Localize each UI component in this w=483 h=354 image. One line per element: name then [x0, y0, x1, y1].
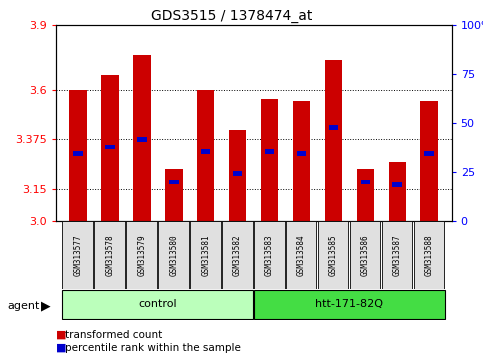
Bar	[286, 221, 316, 289]
Text: GSM313584: GSM313584	[297, 234, 306, 276]
Bar	[388, 162, 406, 221]
Text: control: control	[139, 299, 177, 309]
Bar	[222, 221, 253, 289]
Bar	[360, 179, 370, 184]
Bar	[421, 101, 438, 221]
Bar	[73, 151, 83, 156]
Text: GSM313582: GSM313582	[233, 234, 242, 276]
Bar	[169, 179, 179, 184]
Bar	[350, 221, 381, 289]
Bar	[229, 130, 246, 221]
Text: GSM313579: GSM313579	[137, 234, 146, 276]
Text: agent: agent	[7, 301, 40, 311]
Text: GSM313581: GSM313581	[201, 234, 210, 276]
Bar	[101, 75, 119, 221]
Bar	[165, 169, 183, 221]
Text: GDS3515 / 1378474_at: GDS3515 / 1378474_at	[151, 9, 313, 23]
Text: GSM313586: GSM313586	[361, 234, 370, 276]
Bar	[318, 221, 348, 289]
Bar	[413, 221, 444, 289]
Bar	[105, 145, 114, 149]
Bar	[382, 221, 412, 289]
Text: ■: ■	[56, 330, 66, 339]
Bar	[254, 221, 284, 289]
Bar	[325, 60, 342, 221]
Bar	[233, 171, 242, 176]
Bar	[261, 99, 278, 221]
Text: transformed count: transformed count	[65, 330, 162, 339]
Text: ▶: ▶	[41, 300, 51, 313]
Text: GSM313577: GSM313577	[73, 234, 83, 276]
Bar	[356, 169, 374, 221]
Bar	[62, 290, 253, 319]
Text: percentile rank within the sample: percentile rank within the sample	[65, 343, 241, 353]
Bar	[190, 221, 221, 289]
Bar	[328, 125, 338, 130]
Bar	[265, 149, 274, 154]
Text: GSM313580: GSM313580	[169, 234, 178, 276]
Bar	[158, 221, 189, 289]
Text: ■: ■	[56, 343, 66, 353]
Bar	[69, 90, 86, 221]
Bar	[62, 221, 93, 289]
Text: htt-171-82Q: htt-171-82Q	[315, 299, 384, 309]
Bar	[254, 290, 445, 319]
Bar	[126, 221, 157, 289]
Bar	[293, 101, 310, 221]
Bar	[425, 151, 434, 156]
Bar	[94, 221, 125, 289]
Text: GSM313587: GSM313587	[393, 234, 402, 276]
Bar	[137, 137, 147, 142]
Bar	[297, 151, 306, 156]
Bar	[133, 55, 151, 221]
Bar	[201, 149, 211, 154]
Text: GSM313588: GSM313588	[425, 234, 434, 276]
Text: GSM313578: GSM313578	[105, 234, 114, 276]
Bar	[197, 90, 214, 221]
Bar	[393, 182, 402, 187]
Text: GSM313585: GSM313585	[329, 234, 338, 276]
Text: GSM313583: GSM313583	[265, 234, 274, 276]
